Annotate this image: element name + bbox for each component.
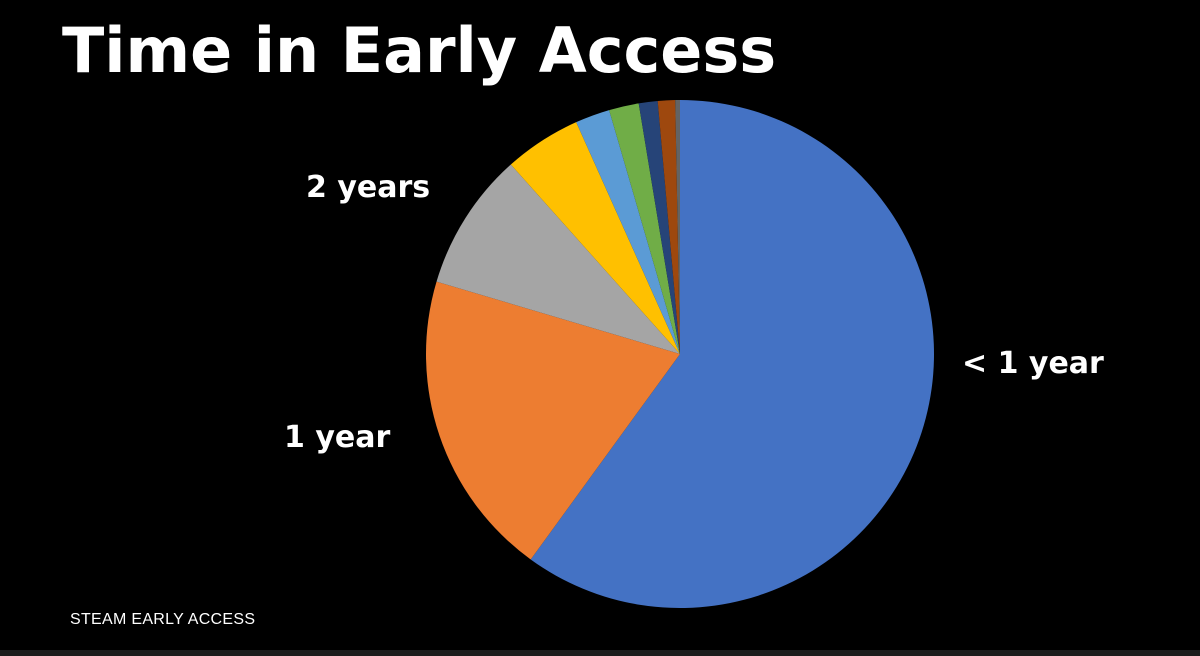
pie-slice-1 [530,100,934,608]
pie-slice-2 [426,281,680,560]
pie-slice-5 [576,110,680,354]
pie-slice-8 [657,100,680,354]
chart-title: Time in Early Access [62,14,777,87]
footer-source: STEAM EARLY ACCESS [70,611,256,628]
pie-slice-3 [436,164,680,354]
slice-label-1-year: 1 year [284,420,391,455]
pie-slice-7 [638,100,680,355]
pie-slice-4 [510,122,680,355]
bottom-bar [0,650,1200,656]
slice-label-less-than-1-year: < 1 year [962,346,1104,381]
slice-label-2-years: 2 years [306,170,431,205]
pie-slice-9 [675,100,680,354]
pie-slice-6 [609,103,680,354]
